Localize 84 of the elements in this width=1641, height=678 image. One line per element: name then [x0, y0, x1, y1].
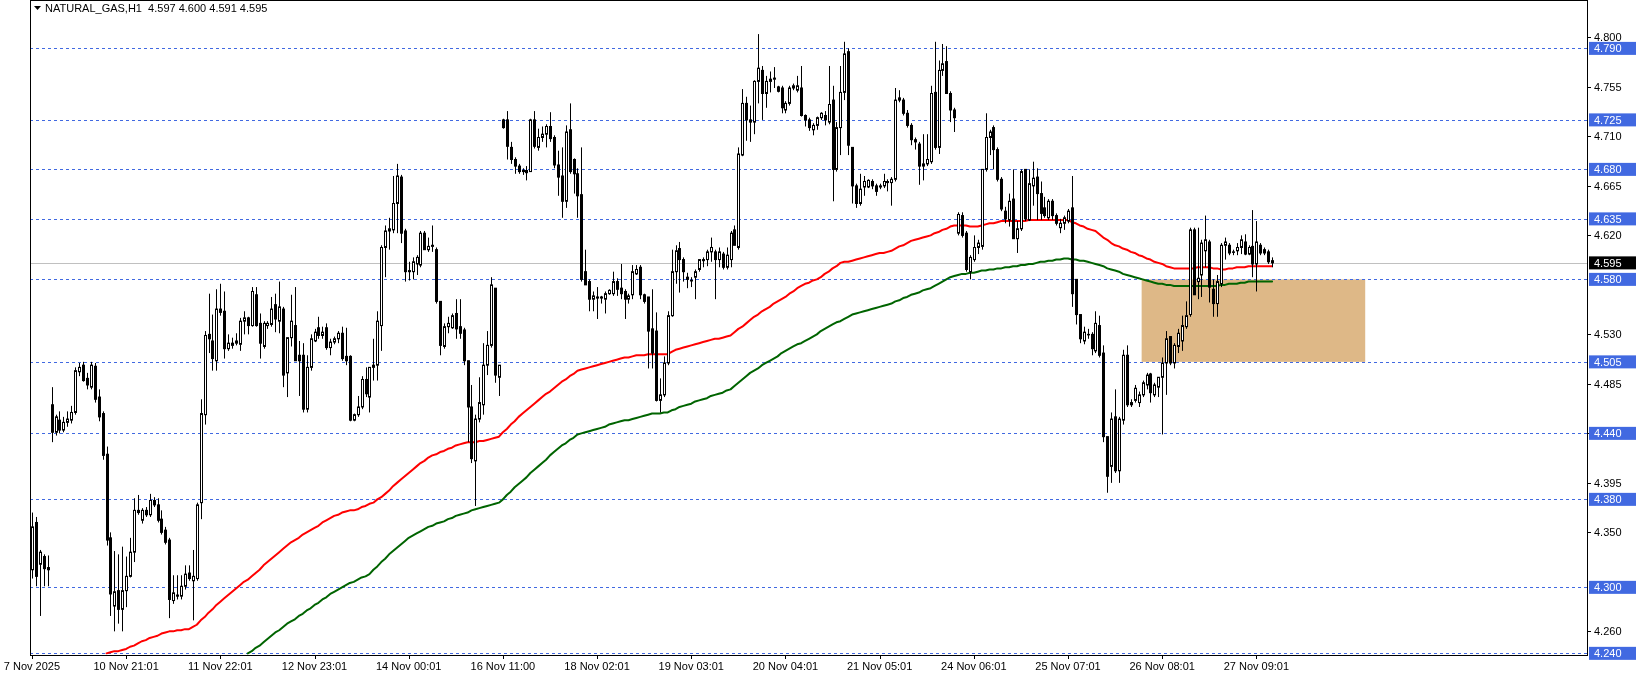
- ref-line-label: 4.635: [1594, 212, 1622, 225]
- candlestick: [788, 85, 791, 107]
- candlestick: [317, 316, 320, 340]
- candlestick: [180, 574, 183, 600]
- candlestick: [922, 133, 925, 181]
- candlestick: [510, 141, 513, 165]
- x-tick-label: 21 Nov 05:01: [846, 660, 913, 672]
- x-tick-label: 12 Nov 23:01: [281, 660, 348, 672]
- candlestick: [631, 264, 634, 300]
- y-tick-label: 4.260: [1594, 625, 1622, 638]
- ref-line-label: 4.300: [1594, 581, 1622, 594]
- x-tick-label: 24 Nov 06:01: [941, 660, 1007, 672]
- candlestick: [325, 322, 328, 351]
- candlestick: [1212, 278, 1215, 318]
- candlestick: [176, 574, 179, 600]
- candlestick: [545, 123, 548, 148]
- candlestick: [859, 173, 862, 207]
- y-tick-label: 4.530: [1594, 328, 1622, 341]
- ref-line-label: 4.380: [1594, 493, 1622, 506]
- x-tick-label: 25 Nov 07:01: [1035, 660, 1101, 672]
- x-tick-label: 20 Nov 04:01: [752, 660, 819, 672]
- x-tick-label: 7 Nov 2025: [3, 660, 61, 672]
- candlestick: [694, 268, 697, 300]
- candlestick: [718, 246, 721, 268]
- candlestick: [274, 293, 277, 333]
- chart-title: NATURAL_GAS,H1 4.597 4.600 4.591 4.595: [45, 2, 268, 14]
- candlestick: [761, 65, 764, 121]
- candlestick: [270, 296, 273, 328]
- candlestick: [239, 317, 242, 352]
- candlestick: [863, 175, 866, 197]
- x-tick-label: 27 Nov 09:01: [1223, 660, 1290, 672]
- candlestick: [710, 237, 713, 263]
- candlestick: [918, 141, 921, 186]
- candlestick: [43, 553, 46, 587]
- ref-line-label: 4.790: [1594, 42, 1622, 55]
- candlestick: [125, 556, 128, 608]
- ref-line-label: 4.725: [1594, 113, 1622, 126]
- candlestick: [769, 70, 772, 93]
- candlestick: [121, 546, 124, 632]
- candlestick: [1240, 234, 1243, 255]
- ref-line-label: 4.440: [1594, 427, 1622, 440]
- candlestick: [596, 286, 599, 320]
- x-tick-label: 18 Nov 02:01: [564, 660, 630, 672]
- line-series: [246, 257, 1274, 655]
- y-tick-label: 4.665: [1594, 179, 1622, 192]
- ref-line-label: 4.505: [1594, 355, 1622, 368]
- y-tick-label: 4.485: [1594, 377, 1622, 390]
- y-tick-label: 4.755: [1594, 80, 1622, 93]
- x-tick-label: 10 Nov 21:01: [93, 660, 159, 672]
- x-tick-label: 16 Nov 11:00: [470, 660, 536, 672]
- x-tick-label: 19 Nov 03:01: [658, 660, 724, 672]
- x-tick-label: 14 Nov 00:01: [375, 660, 442, 672]
- candlestick: [714, 249, 717, 300]
- candlestick: [957, 211, 960, 236]
- y-tick-label: 4.710: [1594, 130, 1622, 143]
- y-tick-label: 4.800: [1594, 31, 1622, 44]
- candlestick: [620, 263, 623, 300]
- y-tick-label: 4.620: [1594, 229, 1622, 242]
- candlestick: [82, 361, 85, 383]
- x-tick-label: 11 Nov 22:01: [188, 660, 253, 672]
- candlestick: [1047, 198, 1050, 221]
- y-tick-label: 4.395: [1594, 476, 1622, 489]
- ref-line-label: 4.680: [1594, 163, 1622, 176]
- candlestick: [58, 410, 61, 434]
- candlestick: [1255, 220, 1258, 292]
- candlestick: [612, 271, 615, 297]
- ref-line-label: 4.595: [1594, 256, 1622, 269]
- x-tick-label: 26 Nov 08:01: [1129, 660, 1195, 672]
- candlestick: [1051, 198, 1054, 221]
- candlestick: [1040, 180, 1043, 221]
- ref-line-label: 4.240: [1594, 647, 1622, 660]
- y-tick-label: 4.350: [1594, 526, 1622, 539]
- ref-line-label: 4.580: [1594, 273, 1622, 286]
- candlestick: [1036, 167, 1039, 221]
- candlestick: [604, 290, 607, 314]
- candlestick: [431, 224, 434, 253]
- candlestick: [455, 298, 458, 340]
- candlestick: [412, 256, 415, 280]
- candlestick: [773, 66, 776, 89]
- candlestick: [117, 553, 120, 625]
- candlestick: [1181, 315, 1184, 352]
- candlestick: [47, 554, 50, 587]
- candlestick: [678, 241, 681, 294]
- candlestick: [149, 493, 152, 518]
